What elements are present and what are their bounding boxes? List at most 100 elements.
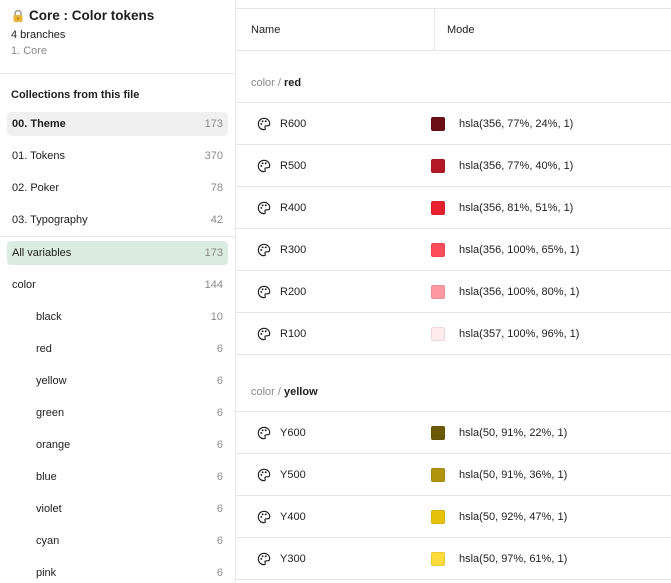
variable-value-cell[interactable]: hsla(50, 91%, 22%, 1) xyxy=(419,412,567,453)
group-label: red xyxy=(36,343,52,355)
variable-row[interactable]: Y500 hsla(50, 91%, 36%, 1) xyxy=(236,454,671,496)
group-item-color[interactable]: color 144 xyxy=(7,273,228,297)
variable-name: R100 xyxy=(280,327,307,340)
color-swatch[interactable] xyxy=(431,158,445,173)
variable-name-cell[interactable]: R600 xyxy=(236,103,419,144)
variable-value-cell[interactable]: hsla(50, 92%, 47%, 1) xyxy=(419,496,567,537)
group-count: 6 xyxy=(216,567,223,579)
variable-value: hsla(356, 77%, 40%, 1) xyxy=(459,159,574,172)
variable-name: R400 xyxy=(280,201,307,214)
section-header-red: color / red xyxy=(236,51,671,103)
all-variables-item[interactable]: All variables 173 xyxy=(7,241,228,265)
variable-name: Y400 xyxy=(280,510,306,523)
variable-row[interactable]: R200 hsla(356, 100%, 80%, 1) xyxy=(236,271,671,313)
variable-value: hsla(356, 77%, 24%, 1) xyxy=(459,117,574,130)
group-item-blue[interactable]: blue 6 xyxy=(7,465,228,489)
color-variable-icon xyxy=(257,285,271,298)
variable-name-cell[interactable]: Y300 xyxy=(236,538,419,579)
group-count: 6 xyxy=(216,535,223,547)
variable-row[interactable]: R300 hsla(356, 100%, 65%, 1) xyxy=(236,229,671,271)
color-swatch[interactable] xyxy=(431,116,445,131)
color-swatch[interactable] xyxy=(431,326,445,341)
variable-value-cell[interactable]: hsla(50, 91%, 36%, 1) xyxy=(419,454,567,495)
collection-item-tokens[interactable]: 01. Tokens 370 xyxy=(7,144,228,168)
color-swatch[interactable] xyxy=(431,551,445,566)
sidebar-divider xyxy=(0,236,235,237)
variable-row[interactable]: Y400 hsla(50, 92%, 47%, 1) xyxy=(236,496,671,538)
column-header-mode[interactable]: Mode xyxy=(447,23,475,36)
variable-value-cell[interactable]: hsla(356, 77%, 24%, 1) xyxy=(419,103,573,144)
group-label: color xyxy=(12,279,36,291)
color-swatch[interactable] xyxy=(431,200,445,215)
group-item-green[interactable]: green 6 xyxy=(7,401,228,425)
variable-value-cell[interactable]: hsla(356, 100%, 65%, 1) xyxy=(419,229,579,270)
variable-value: hsla(50, 91%, 22%, 1) xyxy=(459,426,568,439)
color-swatch[interactable] xyxy=(431,242,445,257)
variable-value-cell[interactable]: hsla(356, 100%, 80%, 1) xyxy=(419,271,579,312)
sidebar: Core : Color tokens 4 branches 1. Core C… xyxy=(0,0,236,583)
variable-name-cell[interactable]: Y600 xyxy=(236,412,419,453)
collection-item-theme[interactable]: 00. Theme 173 xyxy=(7,112,228,136)
color-swatch[interactable] xyxy=(431,284,445,299)
variable-value-cell[interactable]: hsla(356, 81%, 51%, 1) xyxy=(419,187,573,228)
group-count: 6 xyxy=(216,375,223,387)
group-count: 6 xyxy=(216,439,223,451)
collection-count: 42 xyxy=(210,214,223,226)
color-variable-icon xyxy=(257,201,271,214)
color-variable-icon xyxy=(257,510,271,523)
variable-row[interactable]: R400 hsla(356, 81%, 51%, 1) xyxy=(236,187,671,229)
group-label: pink xyxy=(36,567,57,579)
collections-heading: Collections from this file xyxy=(11,89,140,101)
variable-name-cell[interactable]: R300 xyxy=(236,229,419,270)
variable-name-cell[interactable]: Y400 xyxy=(236,496,419,537)
variable-name: R500 xyxy=(280,159,307,172)
group-label: green xyxy=(36,407,65,419)
group-label: cyan xyxy=(36,535,60,547)
section-header-yellow: color / yellow xyxy=(236,355,671,412)
variable-value-cell[interactable]: hsla(356, 77%, 40%, 1) xyxy=(419,145,573,186)
variable-name: Y500 xyxy=(280,468,306,481)
color-variable-icon xyxy=(257,426,271,439)
variable-row[interactable]: R500 hsla(356, 77%, 40%, 1) xyxy=(236,145,671,187)
file-header: Core : Color tokens 4 branches 1. Core xyxy=(0,0,235,74)
column-header-name[interactable]: Name xyxy=(236,9,435,50)
variable-row[interactable]: Y600 hsla(50, 91%, 22%, 1) xyxy=(236,412,671,454)
group-item-cyan[interactable]: cyan 6 xyxy=(7,529,228,553)
color-swatch[interactable] xyxy=(431,425,445,440)
variable-value-cell[interactable]: hsla(50, 97%, 61%, 1) xyxy=(419,538,567,579)
group-item-violet[interactable]: violet 6 xyxy=(7,497,228,521)
variable-row[interactable]: Y300 hsla(50, 97%, 61%, 1) xyxy=(236,538,671,580)
group-count: 6 xyxy=(216,343,223,355)
group-item-black[interactable]: black 10 xyxy=(7,305,228,329)
section-name: red xyxy=(284,77,302,89)
branches-count[interactable]: 4 branches xyxy=(11,29,66,41)
all-variables-label: All variables xyxy=(12,247,72,259)
table-header: Name Mode xyxy=(236,9,671,51)
variable-row[interactable]: R600 hsla(356, 77%, 24%, 1) xyxy=(236,103,671,145)
group-label: blue xyxy=(36,471,57,483)
file-title-row: Core : Color tokens xyxy=(11,8,224,23)
group-item-orange[interactable]: orange 6 xyxy=(7,433,228,457)
collection-item-typography[interactable]: 03. Typography 42 xyxy=(7,208,228,232)
collection-count: 78 xyxy=(210,182,223,194)
color-variable-icon xyxy=(257,243,271,256)
variable-name-cell[interactable]: R400 xyxy=(236,187,419,228)
variable-name-cell[interactable]: R100 xyxy=(236,313,419,354)
collection-label: 03. Typography xyxy=(12,214,88,226)
variable-value-cell[interactable]: hsla(357, 100%, 96%, 1) xyxy=(419,313,579,354)
variable-name-cell[interactable]: R200 xyxy=(236,271,419,312)
group-count: 144 xyxy=(204,279,223,291)
section-prefix: color / xyxy=(251,77,285,89)
variable-name-cell[interactable]: R500 xyxy=(236,145,419,186)
group-item-yellow[interactable]: yellow 6 xyxy=(7,369,228,393)
variable-name-cell[interactable]: Y500 xyxy=(236,454,419,495)
color-swatch[interactable] xyxy=(431,509,445,524)
group-count: 6 xyxy=(216,503,223,515)
collection-count: 370 xyxy=(204,150,223,162)
variable-row[interactable]: R100 hsla(357, 100%, 96%, 1) xyxy=(236,313,671,355)
group-item-pink[interactable]: pink 6 xyxy=(7,561,228,583)
collection-item-poker[interactable]: 02. Poker 78 xyxy=(7,176,228,200)
color-swatch[interactable] xyxy=(431,467,445,482)
group-item-red[interactable]: red 6 xyxy=(7,337,228,361)
variable-value: hsla(356, 100%, 80%, 1) xyxy=(459,285,580,298)
